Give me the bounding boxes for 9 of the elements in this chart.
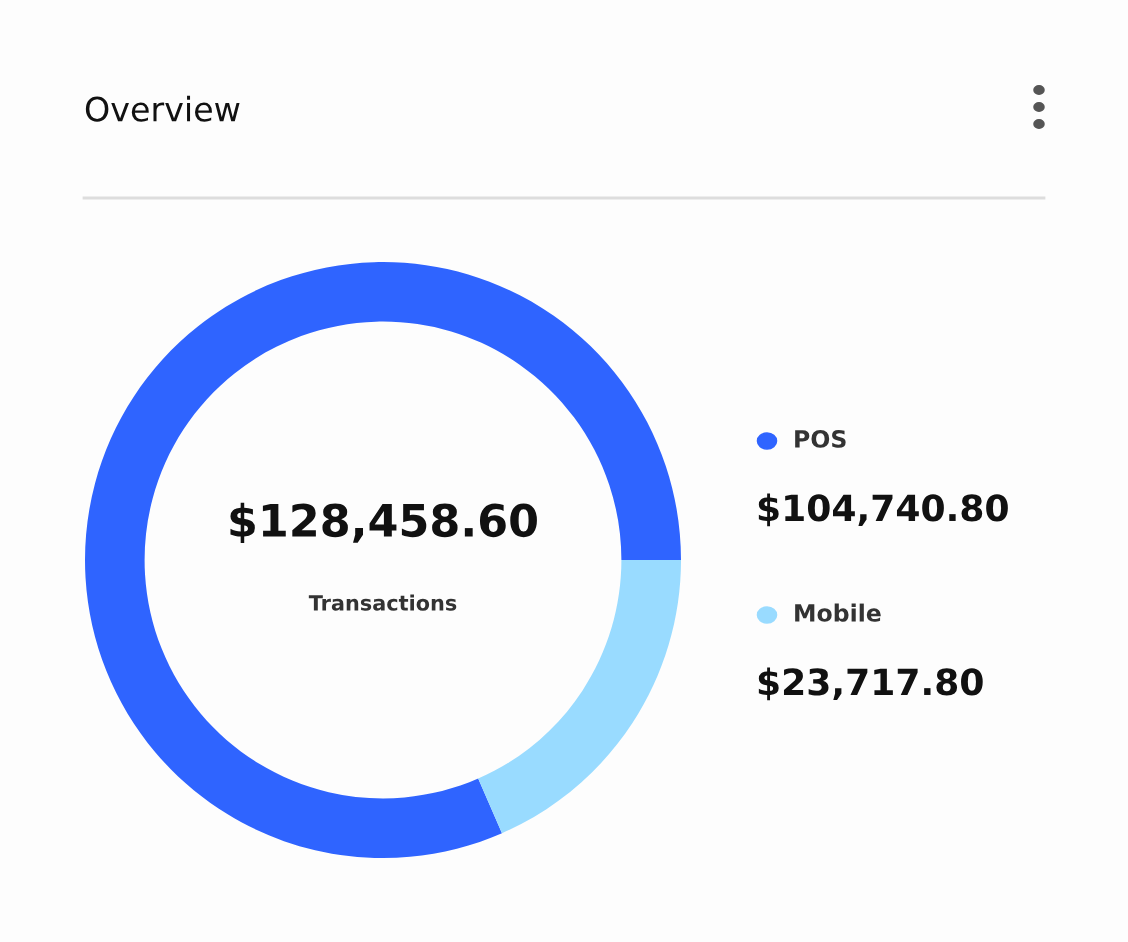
data-label: $23,717.80: [758, 667, 983, 701]
text: $128,458.60: [230, 502, 537, 544]
data-label: $104,740.80: [758, 493, 1008, 527]
donut-slice: [478, 560, 681, 834]
chart-title: Overview: [85, 95, 240, 122]
legend-label: Mobile: [795, 603, 881, 622]
legend-label: POS: [795, 429, 846, 448]
donut-slice: [85, 262, 681, 858]
text: Transactions: [308, 594, 457, 611]
